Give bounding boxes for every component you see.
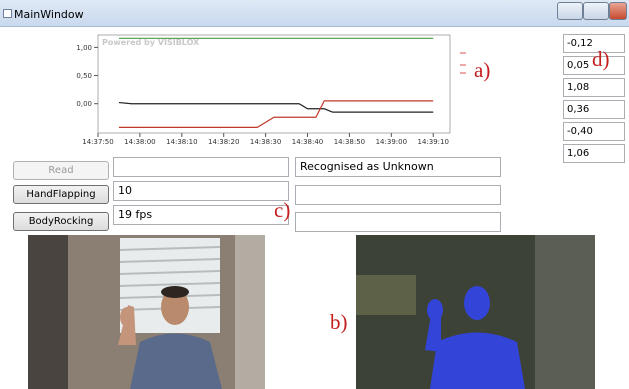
read-button[interactable]: Read [13, 161, 109, 180]
app-window: {"window": {"title": "MainWindow"}, "cha… [0, 0, 629, 389]
x-tick-label: 14:37:50 [82, 138, 113, 146]
x-tick-label: 14:38:40 [292, 138, 323, 146]
y-tick-label: 0,50 [76, 72, 92, 80]
x-tick-label: 14:38:20 [208, 138, 239, 146]
x-tick-label: 14:39:00 [376, 138, 407, 146]
plot-area [98, 35, 450, 133]
text-field[interactable] [113, 157, 289, 177]
annotation: a) [474, 58, 490, 83]
x-tick-label: 14:38:50 [334, 138, 365, 146]
x-tick-label: 14:39:10 [418, 138, 449, 146]
annotation: b) [330, 310, 348, 335]
x-tick-label: 14:38:10 [166, 138, 197, 146]
text-field[interactable]: 10 [113, 181, 289, 201]
annotation: c) [274, 198, 290, 223]
side-value[interactable]: 0,36 [563, 100, 625, 119]
side-value[interactable]: 1,08 [563, 78, 625, 97]
text-field[interactable] [295, 185, 501, 205]
bodyrocking-button[interactable]: BodyRocking [13, 212, 109, 231]
text-field[interactable]: 19 fps [113, 205, 289, 225]
camera-image [28, 235, 265, 389]
y-tick-label: 1,00 [76, 44, 92, 52]
x-tick-label: 14:38:30 [250, 138, 281, 146]
depth-image [356, 235, 595, 389]
text-field[interactable] [295, 212, 501, 232]
handflapping-button[interactable]: HandFlapping [13, 185, 109, 204]
status-field[interactable]: Recognised as Unknown [295, 157, 501, 177]
side-value[interactable]: 1,06 [563, 144, 625, 163]
side-value[interactable]: -0,40 [563, 122, 625, 141]
x-tick-label: 14:38:00 [124, 138, 155, 146]
watermark: Powered by VISIBLOX [102, 38, 200, 47]
annotation: d) [592, 47, 610, 72]
y-tick-label: 0,00 [76, 100, 92, 108]
